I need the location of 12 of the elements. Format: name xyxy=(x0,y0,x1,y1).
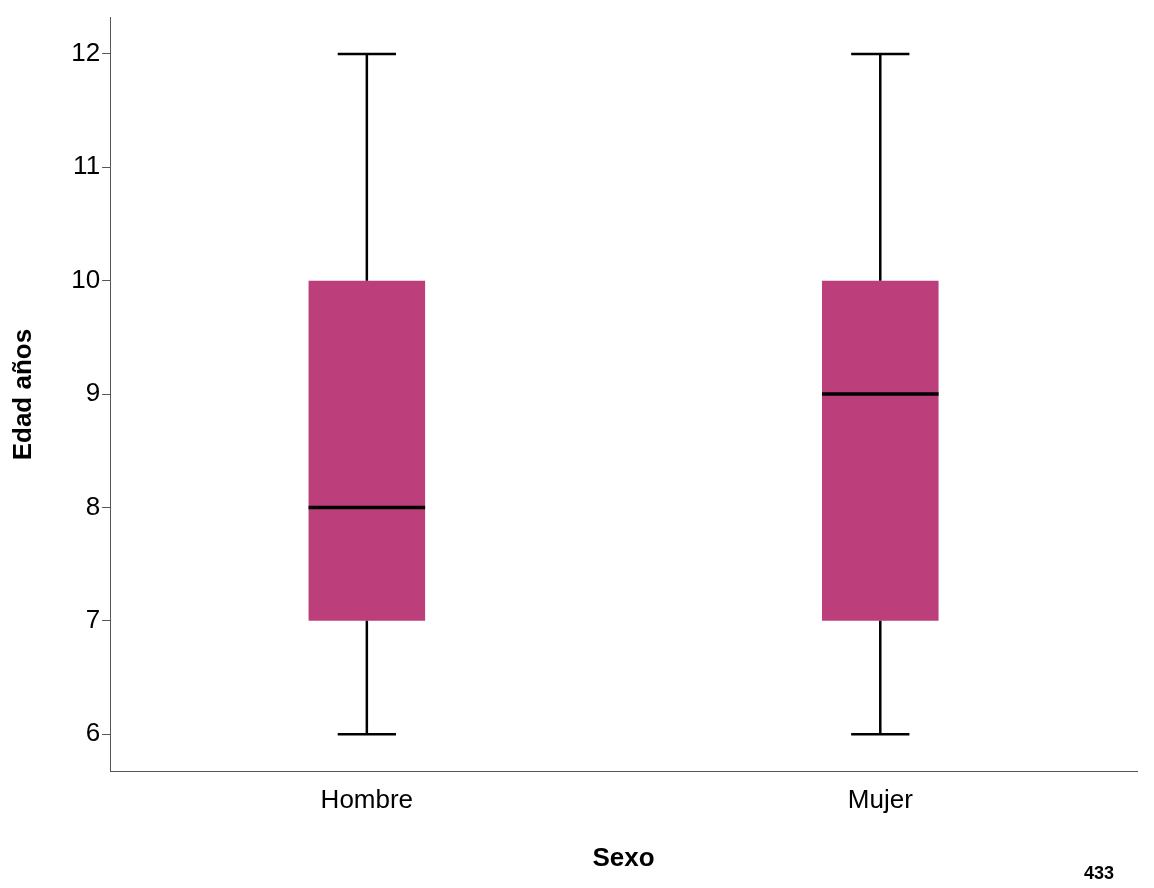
y-tick-label: 12 xyxy=(71,37,101,68)
y-tick-label: 7 xyxy=(85,603,101,634)
y-tick-label: 10 xyxy=(71,263,101,294)
y-tick-label: 9 xyxy=(85,377,101,408)
x-tick-label: Hombre xyxy=(320,784,414,815)
y-tick-label: 11 xyxy=(73,150,101,181)
y-tick-label: 8 xyxy=(85,490,101,521)
x-axis-title: Sexo xyxy=(592,841,655,872)
x-tick-label: Mujer xyxy=(847,784,914,815)
text: 433 xyxy=(1083,863,1114,884)
y-axis-title: Edad años xyxy=(6,328,37,461)
y-tick-label: 6 xyxy=(85,717,101,748)
